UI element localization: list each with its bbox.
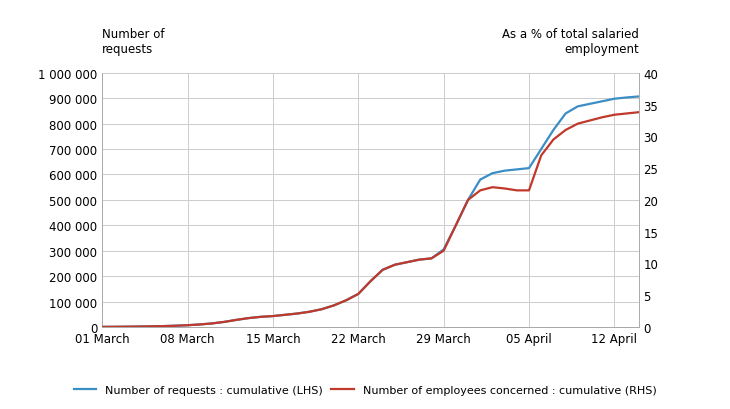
- Number of employees concerned : cumulative (RHS): (11, 1.12): cumulative (RHS): (11, 1.12): [232, 318, 241, 323]
- Number of requests : cumulative (LHS): (4, 2.5e+03): cumulative (LHS): (4, 2.5e+03): [147, 324, 155, 329]
- Number of employees concerned : cumulative (RHS): (16, 2.12): cumulative (RHS): (16, 2.12): [293, 311, 301, 316]
- Number of employees concerned : cumulative (RHS): (22, 7.2): cumulative (RHS): (22, 7.2): [366, 279, 375, 284]
- Number of employees concerned : cumulative (RHS): (17, 2.4): cumulative (RHS): (17, 2.4): [305, 310, 314, 315]
- Number of requests : cumulative (LHS): (28, 3.05e+05): cumulative (LHS): (28, 3.05e+05): [439, 247, 448, 252]
- Number of requests : cumulative (LHS): (43, 9.03e+05): cumulative (LHS): (43, 9.03e+05): [622, 96, 631, 101]
- Number of employees concerned : cumulative (RHS): (13, 1.6): cumulative (RHS): (13, 1.6): [256, 315, 265, 319]
- Number of requests : cumulative (LHS): (16, 5.3e+04): cumulative (LHS): (16, 5.3e+04): [293, 311, 301, 316]
- Number of employees concerned : cumulative (RHS): (31, 21.5): cumulative (RHS): (31, 21.5): [476, 189, 485, 193]
- Number of employees concerned : cumulative (RHS): (38, 31): cumulative (RHS): (38, 31): [561, 128, 570, 133]
- Number of employees concerned : cumulative (RHS): (7, 0.28): cumulative (RHS): (7, 0.28): [183, 323, 192, 328]
- Number of employees concerned : cumulative (RHS): (1, 0.03): cumulative (RHS): (1, 0.03): [110, 325, 119, 330]
- Number of employees concerned : cumulative (RHS): (0, 0.02): cumulative (RHS): (0, 0.02): [98, 325, 107, 330]
- Number of requests : cumulative (LHS): (14, 4.3e+04): cumulative (LHS): (14, 4.3e+04): [269, 314, 277, 319]
- Number of employees concerned : cumulative (RHS): (44, 33.8): cumulative (RHS): (44, 33.8): [634, 110, 643, 115]
- Number of requests : cumulative (LHS): (37, 7.75e+05): cumulative (LHS): (37, 7.75e+05): [549, 128, 558, 133]
- Number of employees concerned : cumulative (RHS): (40, 32.5): cumulative (RHS): (40, 32.5): [585, 119, 594, 124]
- Number of requests : cumulative (LHS): (29, 4e+05): cumulative (LHS): (29, 4e+05): [451, 223, 460, 228]
- Number of requests : cumulative (LHS): (33, 6.15e+05): cumulative (LHS): (33, 6.15e+05): [500, 169, 509, 174]
- Number of employees concerned : cumulative (RHS): (4, 0.1): cumulative (RHS): (4, 0.1): [147, 324, 155, 329]
- Number of requests : cumulative (LHS): (21, 1.3e+05): cumulative (LHS): (21, 1.3e+05): [354, 292, 363, 297]
- Number of requests : cumulative (LHS): (44, 9.07e+05): cumulative (LHS): (44, 9.07e+05): [634, 95, 643, 100]
- Text: Number of
requests: Number of requests: [102, 28, 165, 56]
- Number of employees concerned : cumulative (RHS): (30, 20): cumulative (RHS): (30, 20): [464, 198, 472, 203]
- Number of requests : cumulative (LHS): (2, 1.2e+03): cumulative (LHS): (2, 1.2e+03): [122, 324, 131, 329]
- Number of requests : cumulative (LHS): (42, 8.98e+05): cumulative (LHS): (42, 8.98e+05): [610, 97, 619, 102]
- Number of requests : cumulative (LHS): (25, 2.55e+05): cumulative (LHS): (25, 2.55e+05): [403, 260, 412, 265]
- Number of employees concerned : cumulative (RHS): (35, 21.5): cumulative (RHS): (35, 21.5): [525, 189, 534, 193]
- Number of employees concerned : cumulative (RHS): (23, 9): cumulative (RHS): (23, 9): [378, 267, 387, 272]
- Number of employees concerned : cumulative (RHS): (29, 16): cumulative (RHS): (29, 16): [451, 223, 460, 228]
- Number of employees concerned : cumulative (RHS): (34, 21.5): cumulative (RHS): (34, 21.5): [512, 189, 521, 193]
- Number of requests : cumulative (LHS): (32, 6.05e+05): cumulative (LHS): (32, 6.05e+05): [488, 171, 497, 176]
- Text: As a % of total salaried
employment: As a % of total salaried employment: [502, 28, 639, 56]
- Number of requests : cumulative (LHS): (5, 3.5e+03): cumulative (LHS): (5, 3.5e+03): [159, 324, 168, 329]
- Number of employees concerned : cumulative (RHS): (14, 1.72): cumulative (RHS): (14, 1.72): [269, 314, 277, 319]
- Number of requests : cumulative (LHS): (13, 4e+04): cumulative (LHS): (13, 4e+04): [256, 315, 265, 319]
- Number of requests : cumulative (LHS): (36, 7e+05): cumulative (LHS): (36, 7e+05): [537, 147, 545, 152]
- Number of requests : cumulative (LHS): (22, 1.8e+05): cumulative (LHS): (22, 1.8e+05): [366, 279, 375, 284]
- Number of employees concerned : cumulative (RHS): (9, 0.56): cumulative (RHS): (9, 0.56): [207, 321, 216, 326]
- Number of employees concerned : cumulative (RHS): (36, 27): cumulative (RHS): (36, 27): [537, 153, 545, 158]
- Number of requests : cumulative (LHS): (20, 1.05e+05): cumulative (LHS): (20, 1.05e+05): [342, 298, 350, 303]
- Number of employees concerned : cumulative (RHS): (3, 0.07): cumulative (RHS): (3, 0.07): [134, 324, 143, 329]
- Number of employees concerned : cumulative (RHS): (8, 0.4): cumulative (RHS): (8, 0.4): [196, 322, 204, 327]
- Number of requests : cumulative (LHS): (24, 2.45e+05): cumulative (LHS): (24, 2.45e+05): [391, 263, 399, 267]
- Number of employees concerned : cumulative (RHS): (43, 33.6): cumulative (RHS): (43, 33.6): [622, 112, 631, 117]
- Number of requests : cumulative (LHS): (38, 8.4e+05): cumulative (LHS): (38, 8.4e+05): [561, 112, 570, 117]
- Number of requests : cumulative (LHS): (7, 7e+03): cumulative (LHS): (7, 7e+03): [183, 323, 192, 328]
- Number of requests : cumulative (LHS): (30, 5e+05): cumulative (LHS): (30, 5e+05): [464, 198, 472, 203]
- Number of employees concerned : cumulative (RHS): (2, 0.05): cumulative (RHS): (2, 0.05): [122, 324, 131, 329]
- Number of employees concerned : cumulative (RHS): (37, 29.5): cumulative (RHS): (37, 29.5): [549, 138, 558, 143]
- Number of employees concerned : cumulative (RHS): (21, 5.2): cumulative (RHS): (21, 5.2): [354, 292, 363, 297]
- Number of requests : cumulative (LHS): (3, 1.8e+03): cumulative (LHS): (3, 1.8e+03): [134, 324, 143, 329]
- Line: Number of requests : cumulative (LHS): Number of requests : cumulative (LHS): [102, 97, 639, 327]
- Number of requests : cumulative (LHS): (15, 4.8e+04): cumulative (LHS): (15, 4.8e+04): [281, 312, 290, 317]
- Number of requests : cumulative (LHS): (6, 5e+03): cumulative (LHS): (6, 5e+03): [171, 324, 180, 328]
- Number of employees concerned : cumulative (RHS): (39, 32): cumulative (RHS): (39, 32): [573, 122, 582, 127]
- Number of employees concerned : cumulative (RHS): (41, 33): cumulative (RHS): (41, 33): [598, 115, 607, 120]
- Number of requests : cumulative (LHS): (12, 3.5e+04): cumulative (LHS): (12, 3.5e+04): [244, 316, 253, 321]
- Number of requests : cumulative (LHS): (34, 6.2e+05): cumulative (LHS): (34, 6.2e+05): [512, 168, 521, 173]
- Number of employees concerned : cumulative (RHS): (20, 4.2): cumulative (RHS): (20, 4.2): [342, 298, 350, 303]
- Number of employees concerned : cumulative (RHS): (27, 10.8): cumulative (RHS): (27, 10.8): [427, 256, 436, 261]
- Number of employees concerned : cumulative (RHS): (32, 22): cumulative (RHS): (32, 22): [488, 185, 497, 190]
- Number of employees concerned : cumulative (RHS): (12, 1.4): cumulative (RHS): (12, 1.4): [244, 316, 253, 321]
- Number of employees concerned : cumulative (RHS): (15, 1.92): cumulative (RHS): (15, 1.92): [281, 312, 290, 317]
- Number of requests : cumulative (LHS): (10, 2e+04): cumulative (LHS): (10, 2e+04): [220, 320, 228, 325]
- Number of requests : cumulative (LHS): (1, 800): cumulative (LHS): (1, 800): [110, 325, 119, 330]
- Number of requests : cumulative (LHS): (19, 8.5e+04): cumulative (LHS): (19, 8.5e+04): [329, 303, 338, 308]
- Number of requests : cumulative (LHS): (35, 6.25e+05): cumulative (LHS): (35, 6.25e+05): [525, 166, 534, 171]
- Number of employees concerned : cumulative (RHS): (6, 0.2): cumulative (RHS): (6, 0.2): [171, 324, 180, 328]
- Legend: Number of requests : cumulative (LHS), Number of employees concerned : cumulativ: Number of requests : cumulative (LHS), N…: [69, 380, 661, 399]
- Number of employees concerned : cumulative (RHS): (10, 0.8): cumulative (RHS): (10, 0.8): [220, 320, 228, 325]
- Number of employees concerned : cumulative (RHS): (24, 9.8): cumulative (RHS): (24, 9.8): [391, 263, 399, 267]
- Number of requests : cumulative (LHS): (40, 8.78e+05): cumulative (LHS): (40, 8.78e+05): [585, 102, 594, 107]
- Number of requests : cumulative (LHS): (18, 7e+04): cumulative (LHS): (18, 7e+04): [318, 307, 326, 312]
- Number of requests : cumulative (LHS): (41, 8.88e+05): cumulative (LHS): (41, 8.88e+05): [598, 99, 607, 104]
- Number of employees concerned : cumulative (RHS): (25, 10.2): cumulative (RHS): (25, 10.2): [403, 260, 412, 265]
- Number of employees concerned : cumulative (RHS): (19, 3.4): cumulative (RHS): (19, 3.4): [329, 303, 338, 308]
- Number of requests : cumulative (LHS): (17, 6e+04): cumulative (LHS): (17, 6e+04): [305, 310, 314, 315]
- Number of requests : cumulative (LHS): (0, 500): cumulative (LHS): (0, 500): [98, 325, 107, 330]
- Number of employees concerned : cumulative (RHS): (28, 12): cumulative (RHS): (28, 12): [439, 249, 448, 254]
- Number of requests : cumulative (LHS): (9, 1.4e+04): cumulative (LHS): (9, 1.4e+04): [207, 321, 216, 326]
- Number of requests : cumulative (LHS): (11, 2.8e+04): cumulative (LHS): (11, 2.8e+04): [232, 318, 241, 323]
- Number of requests : cumulative (LHS): (26, 2.65e+05): cumulative (LHS): (26, 2.65e+05): [415, 258, 423, 263]
- Number of requests : cumulative (LHS): (8, 1e+04): cumulative (LHS): (8, 1e+04): [196, 322, 204, 327]
- Line: Number of employees concerned : cumulative (RHS): Number of employees concerned : cumulati…: [102, 113, 639, 327]
- Number of employees concerned : cumulative (RHS): (26, 10.6): cumulative (RHS): (26, 10.6): [415, 258, 423, 263]
- Number of requests : cumulative (LHS): (31, 5.8e+05): cumulative (LHS): (31, 5.8e+05): [476, 178, 485, 182]
- Number of employees concerned : cumulative (RHS): (33, 21.8): cumulative (RHS): (33, 21.8): [500, 187, 509, 191]
- Number of employees concerned : cumulative (RHS): (5, 0.14): cumulative (RHS): (5, 0.14): [159, 324, 168, 329]
- Number of employees concerned : cumulative (RHS): (42, 33.4): cumulative (RHS): (42, 33.4): [610, 113, 619, 118]
- Number of employees concerned : cumulative (RHS): (18, 2.8): cumulative (RHS): (18, 2.8): [318, 307, 326, 312]
- Number of requests : cumulative (LHS): (23, 2.25e+05): cumulative (LHS): (23, 2.25e+05): [378, 267, 387, 272]
- Number of requests : cumulative (LHS): (27, 2.7e+05): cumulative (LHS): (27, 2.7e+05): [427, 256, 436, 261]
- Number of requests : cumulative (LHS): (39, 8.68e+05): cumulative (LHS): (39, 8.68e+05): [573, 105, 582, 110]
